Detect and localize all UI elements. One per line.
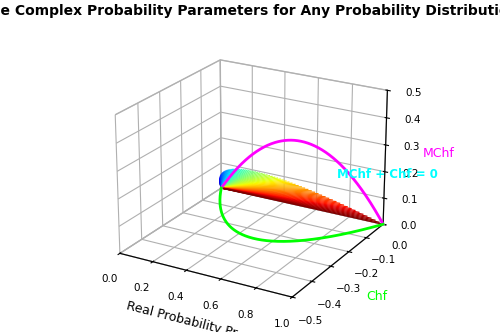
Title: The Complex Probability Parameters for Any Probability Distribution: The Complex Probability Parameters for A… <box>0 4 500 18</box>
Y-axis label: Chf: Chf <box>366 290 387 303</box>
X-axis label: Real Probability Pr: Real Probability Pr <box>124 300 238 332</box>
